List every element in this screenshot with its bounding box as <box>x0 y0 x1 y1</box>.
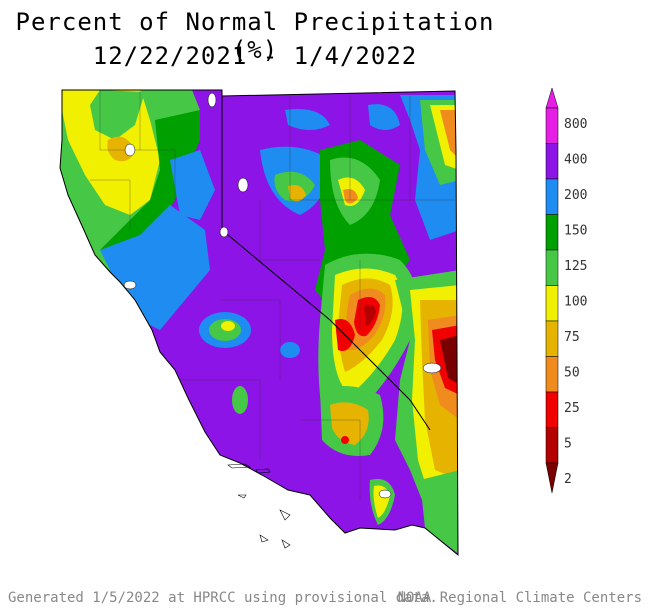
lake-3 <box>124 143 136 157</box>
lakes <box>123 92 442 499</box>
region-nevada-top-blue-2 <box>368 104 400 130</box>
region-east-orange <box>440 110 458 160</box>
bay-water <box>123 280 137 290</box>
map-title: Percent of Normal Precipitation (%) <box>15 8 495 64</box>
county-lines <box>90 90 455 500</box>
region-far-southeast-green <box>420 470 458 555</box>
legend-label: 2 <box>564 472 572 487</box>
region-north-inner-green <box>90 90 145 140</box>
lake-1 <box>207 92 217 108</box>
region-southern-valley-green <box>232 386 248 414</box>
legend-bar <box>545 87 559 494</box>
legend-label: 150 <box>564 224 587 239</box>
legend-swatch <box>545 249 559 286</box>
region-sierra-green-band <box>100 110 200 265</box>
region-south-gold <box>330 402 369 445</box>
legend-arrow-bottom <box>545 462 559 494</box>
region-southeast-darkred <box>440 335 458 385</box>
legend-swatch <box>545 178 559 215</box>
legend-swatch <box>545 107 559 144</box>
legend-swatch <box>545 214 559 251</box>
legend-label: 400 <box>564 153 587 168</box>
legend-label: 100 <box>564 295 587 310</box>
channel-islands <box>227 463 291 549</box>
lake-mead <box>422 362 442 374</box>
region-valley-blue <box>170 150 215 220</box>
legend-swatch <box>545 391 559 428</box>
region-valley-spot-yellow <box>221 321 235 331</box>
legend-swatch <box>545 143 559 180</box>
legend-label: 200 <box>564 188 587 203</box>
salton-sea <box>378 489 392 499</box>
lake-tahoe <box>219 226 229 238</box>
region-spot-blue-2 <box>280 342 300 358</box>
state-outline <box>59 89 459 557</box>
lake-2 <box>237 177 249 193</box>
legend-arrow-top <box>545 87 559 109</box>
legend-label: 800 <box>564 117 587 132</box>
region-nevada-top-blue <box>285 109 330 130</box>
legend-label: 125 <box>564 259 587 274</box>
ca-nv-border <box>221 96 431 431</box>
legend-label: 50 <box>564 366 580 381</box>
legend-swatch <box>545 427 559 464</box>
legend-swatch <box>545 285 559 322</box>
legend-swatch <box>545 356 559 393</box>
map-date-range: 12/22/2021 - 1/4/2022 <box>92 42 418 70</box>
generated-note: Generated 1/5/2022 at HPRCC using provis… <box>8 590 438 606</box>
legend-label: 5 <box>564 437 572 452</box>
region-south-red-dot <box>341 436 349 444</box>
legend-labels: 800 400 200 150 125 100 75 50 25 5 2 <box>564 117 587 487</box>
source-credit: NOAA Regional Climate Centers <box>397 590 642 606</box>
region-nevada-north-gold <box>288 185 306 202</box>
legend-label: 25 <box>564 401 580 416</box>
region-basin-darkred <box>364 304 376 326</box>
legend-label: 75 <box>564 330 580 345</box>
legend-swatch <box>545 320 559 357</box>
